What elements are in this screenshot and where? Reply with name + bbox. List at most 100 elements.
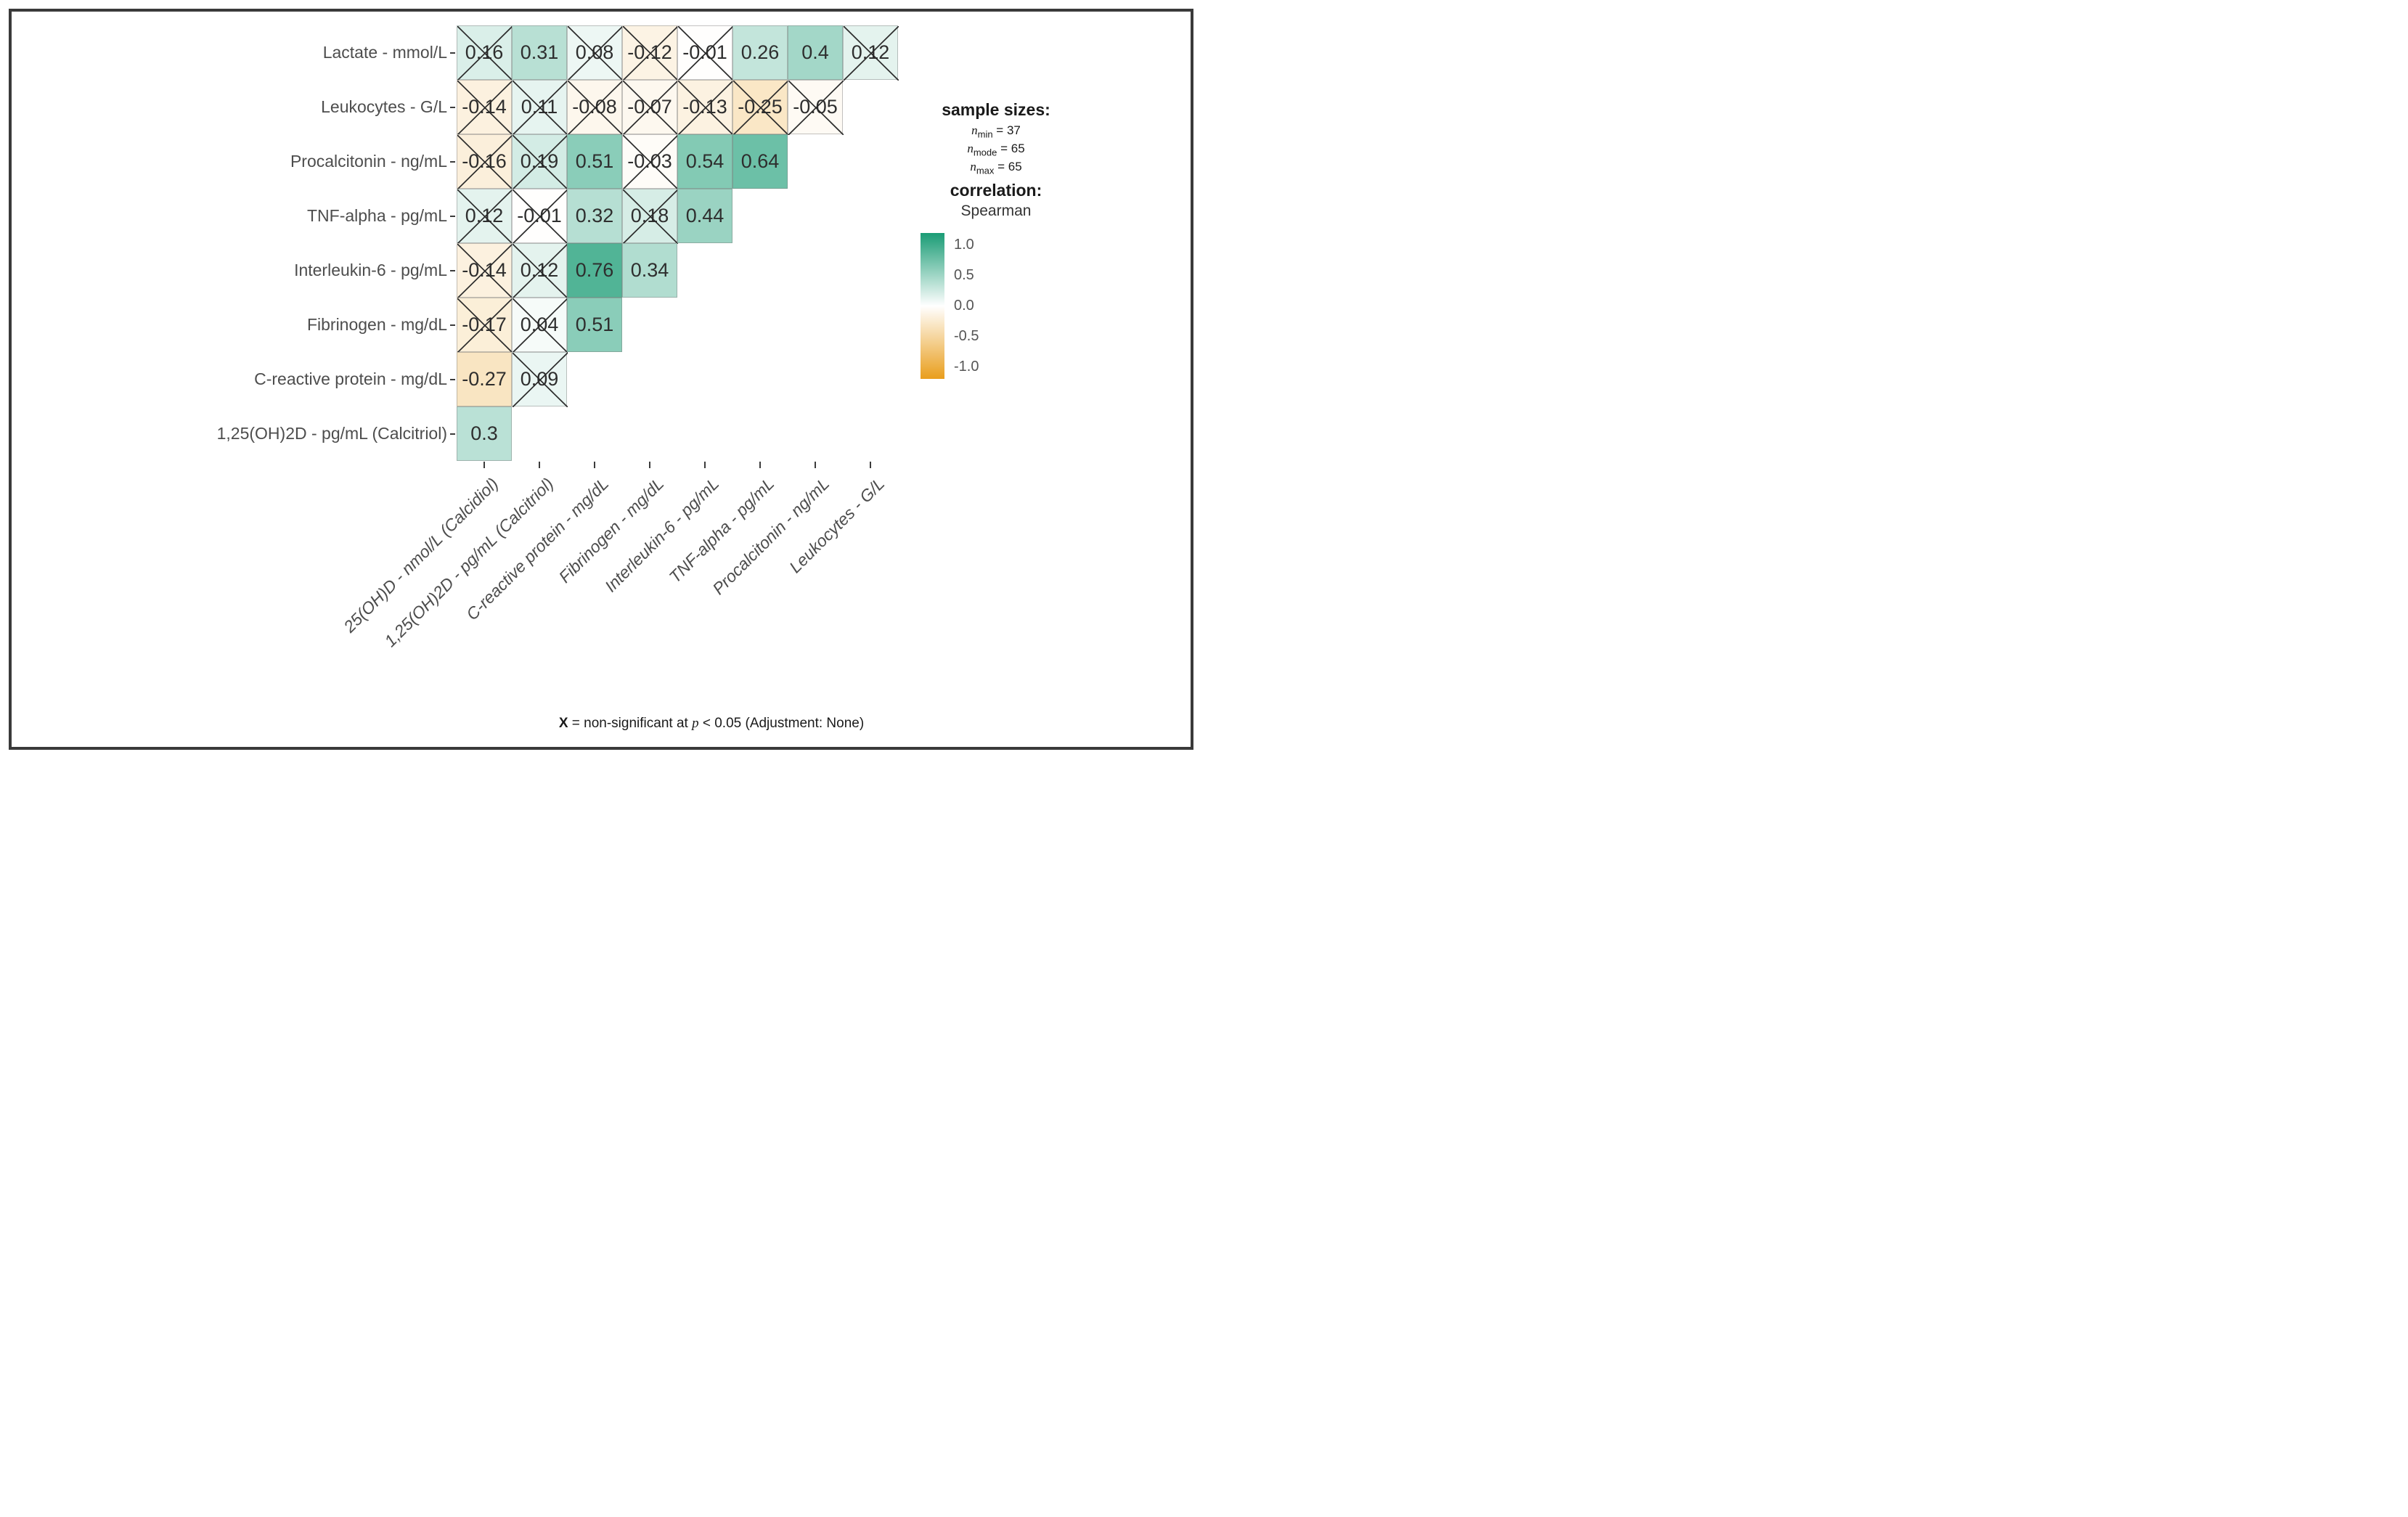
matrix-cell: -0.27 (457, 352, 512, 406)
colorbar-gradient (921, 233, 944, 379)
correlation-value: -0.17 (462, 314, 507, 335)
correlation-value: 0.76 (575, 259, 614, 281)
colorbar-tick-label: 0.0 (954, 298, 974, 314)
legend-correlation-method: Spearman (960, 203, 1032, 219)
matrix-cell: -0.16 (457, 134, 513, 189)
y-tick (450, 160, 455, 163)
correlation-value: -0.16 (462, 150, 507, 172)
y-tick (450, 269, 455, 271)
correlation-value: -0.14 (462, 96, 507, 118)
correlation-matrix-figure: 0.16 0.31 0.08 -0.12 -0.01 0.26 0.4 0.12 -0.14 0.… (0, 0, 1204, 758)
matrix-cell: 0.18 (622, 189, 678, 244)
matrix-cell: 0.31 (512, 25, 567, 80)
correlation-value: 0.51 (575, 314, 614, 335)
correlation-value: -0.13 (682, 96, 727, 118)
correlation-value: 0.32 (575, 205, 614, 226)
colorbar-tick-label: 1.0 (954, 237, 974, 253)
row-label: Procalcitonin - ng/mL (290, 152, 447, 171)
correlation-value: -0.01 (682, 41, 727, 63)
correlation-value: 0.16 (465, 41, 504, 63)
correlation-value: 0.12 (465, 205, 504, 226)
x-tick (649, 462, 650, 468)
colorbar-tick-label: -0.5 (954, 328, 979, 344)
y-tick (450, 433, 455, 435)
matrix-cell: 0.08 (567, 25, 623, 81)
legend-sample-sizes-title: sample sizes: (942, 100, 1050, 119)
matrix-cell: 0.3 (457, 406, 512, 461)
sample-size-line: nmode = 65 (967, 142, 1025, 158)
x-tick (539, 462, 540, 468)
row-label: C-reactive protein - mg/dL (254, 369, 447, 388)
correlation-value: 0.19 (520, 150, 559, 172)
x-tick (759, 462, 761, 468)
matrix-cell: 0.11 (512, 80, 568, 135)
colorbar-tick-label: -1.0 (954, 359, 979, 375)
matrix-cell: 0.19 (512, 134, 568, 189)
correlation-value: -0.14 (462, 259, 507, 281)
correlation-value: 0.51 (575, 150, 614, 172)
correlation-value: -0.27 (462, 368, 507, 390)
row-label: 1,25(OH)2D - pg/mL (Calcitriol) (216, 424, 447, 443)
matrix-cell: 0.54 (677, 134, 732, 189)
correlation-value: 0.4 (801, 41, 829, 63)
correlation-value: 0.64 (740, 150, 780, 172)
row-label: Lactate - mmol/L (322, 43, 447, 62)
y-tick (450, 52, 455, 54)
correlation-value: 0.12 (851, 41, 890, 63)
correlation-value: 0.3 (470, 422, 498, 444)
matrix-cell: 0.04 (512, 298, 568, 353)
x-tick (704, 462, 706, 468)
sample-size-line: nmin = 37 (971, 123, 1021, 140)
matrix-cell: 0.51 (567, 298, 622, 352)
row-label: TNF-alpha - pg/mL (306, 206, 447, 225)
correlation-value: 0.34 (630, 259, 669, 281)
matrix-cell: -0.03 (622, 134, 678, 189)
matrix-cell: -0.17 (457, 298, 513, 353)
matrix-cell: -0.14 (457, 243, 513, 298)
correlation-value: 0.12 (520, 259, 559, 281)
correlation-value: 0.54 (685, 150, 725, 172)
row-label: Interleukin-6 - pg/mL (294, 261, 447, 279)
matrix-cell: -0.13 (677, 80, 733, 135)
significance-caption: X = non-significant at p < 0.05 (Adjustm… (276, 716, 1147, 732)
x-tick (870, 462, 871, 468)
matrix-cell: 0.32 (567, 189, 622, 243)
correlation-value: -0.12 (627, 41, 672, 63)
sample-size-line: nmax = 65 (970, 160, 1022, 176)
correlation-value: 0.08 (575, 41, 614, 63)
correlation-value: 0.11 (521, 96, 558, 118)
correlation-value: -0.25 (738, 96, 783, 118)
matrix-cell: -0.07 (622, 80, 678, 135)
y-tick (450, 215, 455, 217)
matrix-cell: 0.16 (457, 25, 513, 81)
x-tick (815, 462, 816, 468)
y-tick (450, 106, 455, 108)
caption-mid-text: = non-significant at (568, 716, 693, 731)
correlation-value: 0.04 (520, 314, 559, 335)
matrix-cell: 0.12 (457, 189, 513, 244)
caption-x-symbol: X (558, 716, 568, 731)
correlation-value: 0.31 (520, 41, 559, 63)
correlation-value: 0.26 (740, 41, 780, 63)
matrix-cell: -0.01 (512, 189, 568, 244)
y-tick (450, 378, 455, 380)
matrix-cell: -0.14 (457, 80, 513, 135)
matrix-cell: -0.12 (622, 25, 678, 81)
correlation-value: -0.05 (793, 96, 838, 118)
row-label: Fibrinogen - mg/dL (306, 315, 447, 334)
matrix-cell: 0.4 (788, 25, 843, 80)
matrix-cell: 0.44 (677, 189, 732, 243)
matrix-cell: 0.64 (732, 134, 788, 189)
matrix-cell: -0.05 (788, 80, 844, 135)
matrix-cell: 0.34 (622, 243, 677, 298)
matrix-cell: 0.12 (843, 25, 899, 81)
matrix-cell: -0.01 (677, 25, 733, 81)
row-label: Leukocytes - G/L (321, 97, 447, 116)
correlation-value: -0.07 (627, 96, 672, 118)
caption-end-text: < 0.05 (Adjustment: None) (698, 716, 865, 731)
matrix-cell: 0.12 (512, 243, 568, 298)
correlation-value: -0.01 (517, 205, 562, 226)
matrix-cell: 0.76 (567, 243, 622, 298)
matrix-cell: 0.09 (512, 352, 568, 407)
matrix-cell: 0.26 (732, 25, 788, 80)
